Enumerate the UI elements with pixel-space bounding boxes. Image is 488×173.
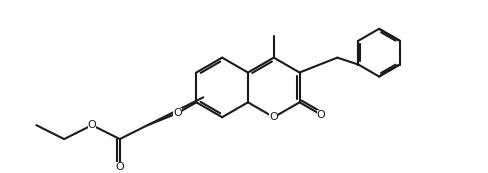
Text: O: O [173, 108, 182, 118]
Text: O: O [116, 162, 124, 172]
Text: O: O [317, 110, 325, 120]
Text: O: O [269, 112, 278, 122]
Text: O: O [88, 120, 96, 130]
